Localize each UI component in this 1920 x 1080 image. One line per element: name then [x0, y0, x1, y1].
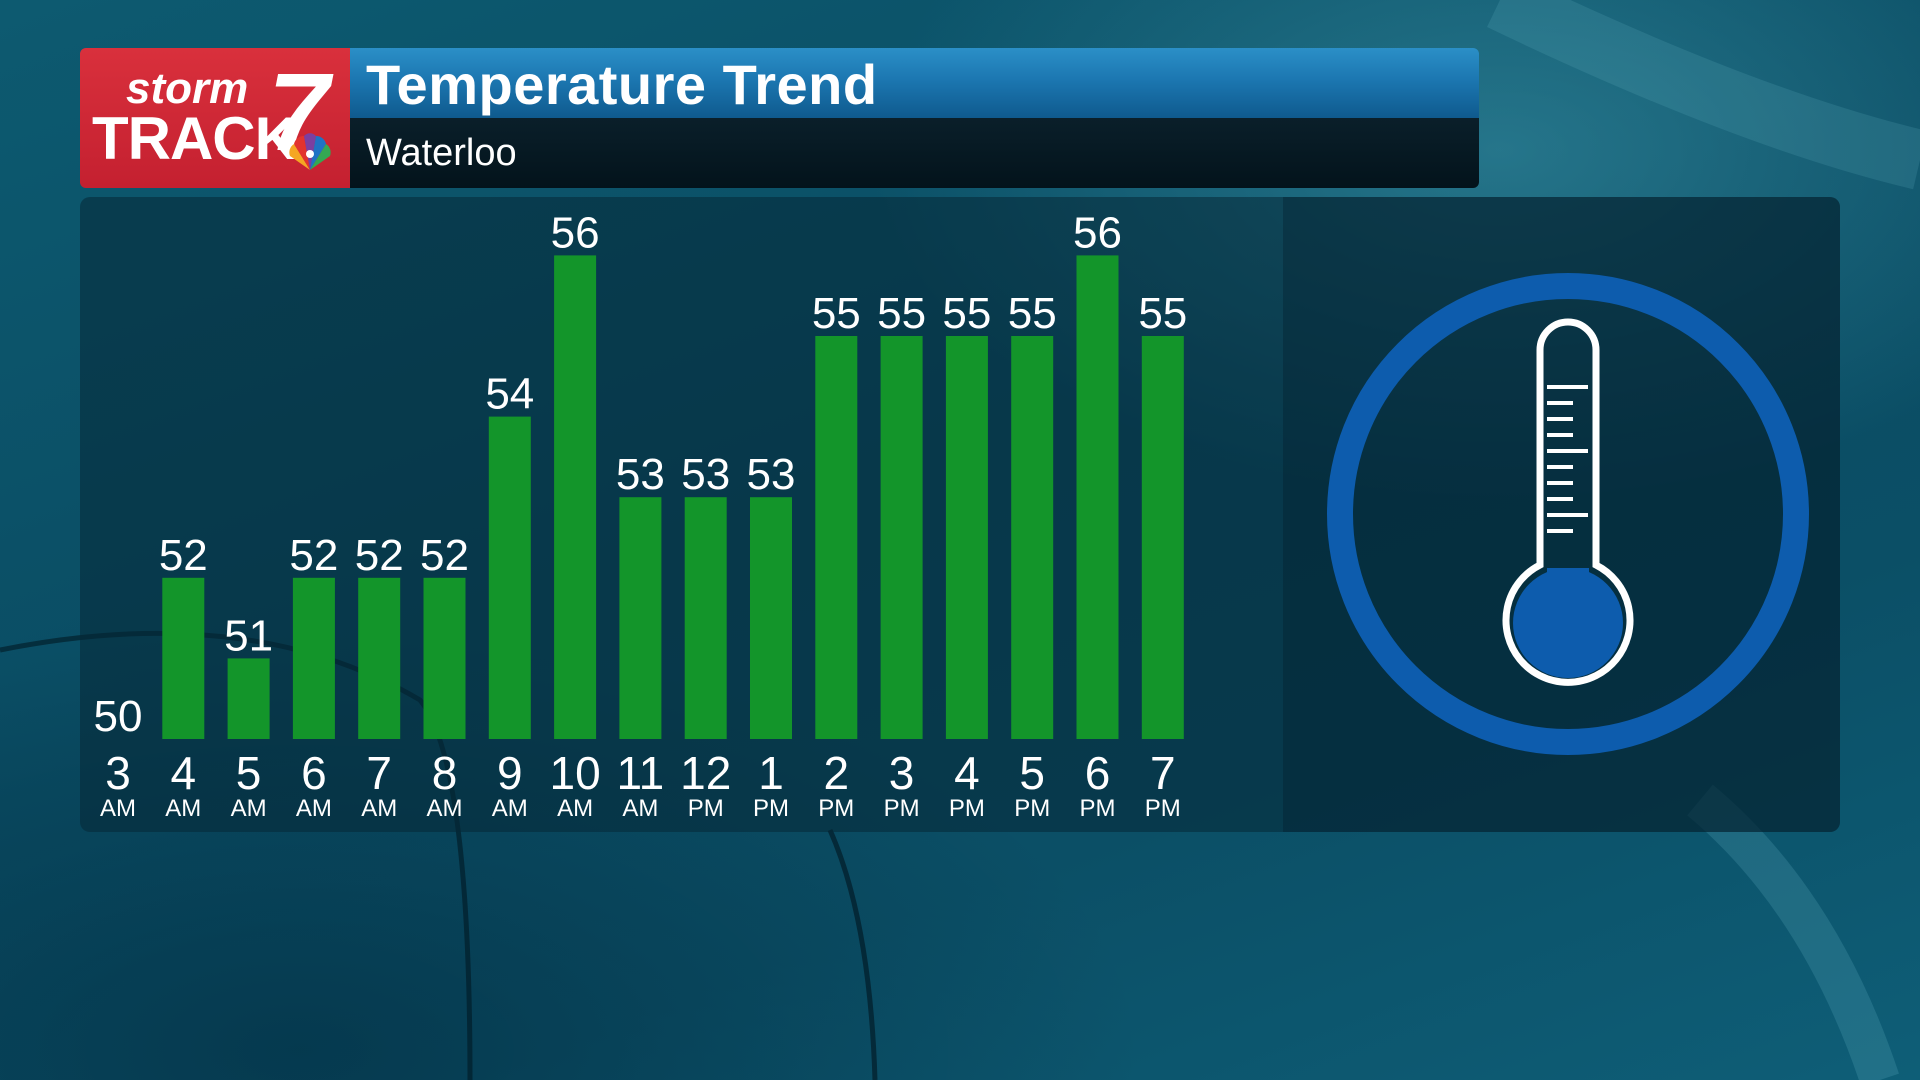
- bar-11-am: [619, 497, 662, 739]
- x-tick-hour-label: 9: [497, 747, 523, 799]
- chart-title: Temperature Trend: [366, 53, 878, 116]
- bar-value-label: 55: [1138, 289, 1187, 338]
- bar-5-pm: [1011, 336, 1054, 739]
- x-tick-hour-label: 6: [1085, 747, 1111, 799]
- x-tick-period-label: AM: [427, 795, 463, 822]
- bar-6-pm: [1076, 255, 1119, 739]
- x-tick-hour-label: 11: [617, 747, 665, 799]
- bar-value-label: 52: [159, 531, 208, 580]
- chart-panel: 50 3 AM 52 4 AM 51 5 AM 52 6 AM 52 7 AM 52 8 AM 54 9 AM 56 10 A…: [80, 197, 1840, 832]
- x-tick-hour-label: 2: [824, 747, 850, 799]
- x-tick-hour-label: 3: [105, 747, 131, 799]
- bar-1-pm: [750, 497, 792, 739]
- bar-value-label: 54: [485, 370, 534, 419]
- bar-2-pm: [815, 336, 858, 739]
- bar-value-label: 56: [551, 208, 600, 257]
- x-tick-period-label: PM: [1145, 795, 1181, 822]
- x-tick-period-label: PM: [753, 795, 789, 822]
- bar-value-label: 55: [812, 289, 861, 338]
- x-tick-hour-label: 10: [550, 747, 601, 799]
- x-tick-period-label: AM: [296, 795, 332, 822]
- bar-value-label: 55: [942, 289, 991, 338]
- x-tick-period-label: PM: [1014, 795, 1050, 822]
- temperature-bar-chart: 503AM524AM515AM526AM527AM528AM549AM5610A…: [94, 208, 1188, 822]
- peacock-icon: [289, 133, 331, 170]
- x-tick-period-label: AM: [100, 795, 136, 822]
- x-tick-hour-label: 5: [236, 747, 262, 799]
- x-tick-period-label: AM: [231, 795, 267, 822]
- x-tick-period-label: AM: [361, 795, 397, 822]
- bar-8-am: [423, 577, 466, 739]
- bar-value-label: 53: [616, 450, 665, 499]
- bar-value-label: 52: [355, 531, 404, 580]
- bar-12-pm: [684, 497, 727, 739]
- x-tick-hour-label: 4: [954, 747, 980, 799]
- x-tick-period-label: PM: [818, 795, 854, 822]
- station-logo: storm TRACK 7: [80, 48, 350, 188]
- x-tick-period-label: AM: [622, 795, 658, 822]
- bar-9-am: [488, 416, 531, 739]
- bar-7-pm: [1141, 336, 1184, 739]
- x-tick-period-label: AM: [492, 795, 528, 822]
- x-tick-period-label: PM: [949, 795, 985, 822]
- x-tick-hour-label: 1: [758, 747, 784, 799]
- x-tick-hour-label: 7: [366, 747, 392, 799]
- x-tick-hour-label: 7: [1150, 747, 1176, 799]
- bar-4-am: [162, 577, 205, 739]
- bar-value-label: 52: [420, 531, 469, 580]
- bar-7-am: [358, 577, 401, 739]
- bar-value-label: 55: [1008, 289, 1057, 338]
- bar-value-label: 53: [681, 450, 730, 499]
- x-tick-hour-label: 5: [1019, 747, 1045, 799]
- x-tick-period-label: PM: [688, 795, 724, 822]
- x-tick-hour-label: 3: [889, 747, 915, 799]
- bar-value-label: 52: [289, 531, 338, 580]
- logo-storm-text: storm: [126, 64, 249, 113]
- logo-track-text: TRACK: [92, 105, 298, 172]
- x-tick-hour-label: 6: [301, 747, 327, 799]
- icon-panel: [1283, 197, 1840, 832]
- bar-value-label: 50: [94, 692, 143, 741]
- x-tick-hour-label: 12: [680, 747, 731, 799]
- bar-value-label: 53: [747, 450, 796, 499]
- bar-3-pm: [880, 336, 923, 739]
- thermometer-icon: [1327, 273, 1809, 755]
- bar-10-am: [554, 255, 597, 739]
- location-label: Waterloo: [366, 132, 517, 174]
- bar-4-pm: [945, 336, 988, 739]
- bar-value-label: 51: [224, 611, 273, 660]
- bar-value-label: 56: [1073, 208, 1122, 257]
- bar-6-am: [292, 577, 335, 739]
- x-tick-period-label: PM: [1080, 795, 1116, 822]
- x-tick-hour-label: 4: [171, 747, 197, 799]
- bar-5-am: [227, 658, 270, 739]
- x-tick-period-label: AM: [557, 795, 593, 822]
- location-bar: Waterloo: [350, 118, 1479, 188]
- bar-value-label: 55: [877, 289, 926, 338]
- x-tick-hour-label: 8: [432, 747, 458, 799]
- x-tick-period-label: PM: [884, 795, 920, 822]
- title-bar: Temperature Trend: [350, 48, 1479, 118]
- x-tick-period-label: AM: [165, 795, 201, 822]
